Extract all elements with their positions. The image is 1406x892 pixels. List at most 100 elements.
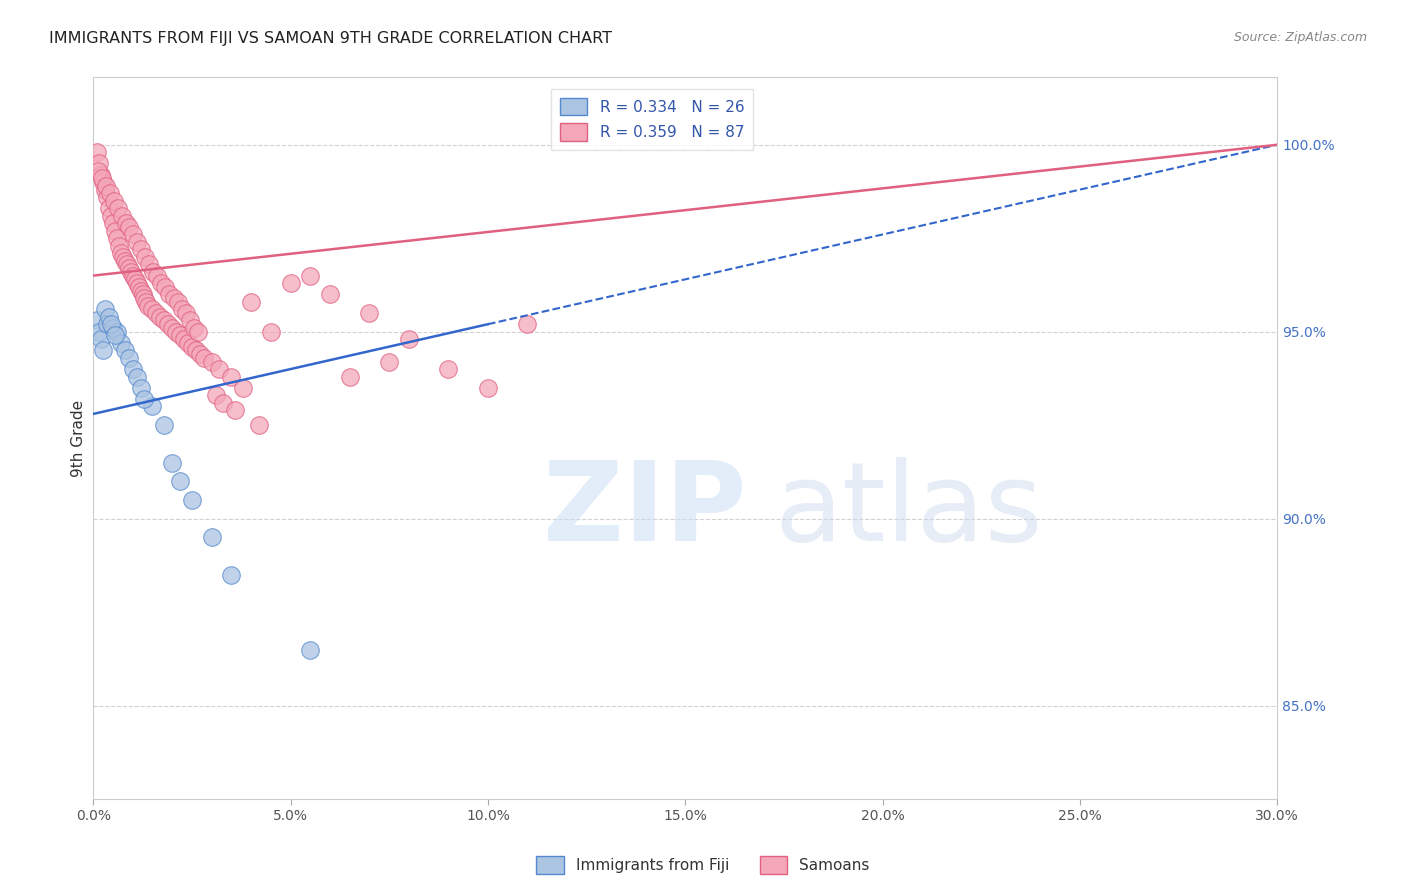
Point: [91, 343, 114, 358]
Point: [105, 231, 128, 245]
Point: [86, 145, 108, 160]
Point: [183, 321, 205, 335]
Text: atlas: atlas: [775, 457, 1042, 564]
Point: [110, 246, 132, 260]
Text: ZIP: ZIP: [543, 457, 747, 564]
Point: [134, 291, 156, 305]
Point: [165, 325, 187, 339]
Point: [103, 194, 125, 208]
Point: [153, 280, 176, 294]
Point: [141, 400, 163, 414]
Point: [90, 171, 112, 186]
Point: [129, 284, 152, 298]
Point: [120, 265, 142, 279]
Point: [247, 418, 270, 433]
Point: [169, 475, 191, 489]
Point: [174, 306, 197, 320]
Point: [110, 335, 132, 350]
Point: [104, 328, 127, 343]
Point: [100, 317, 122, 331]
Point: [98, 186, 121, 201]
Legend: R = 0.334   N = 26, R = 0.359   N = 87: R = 0.334 N = 26, R = 0.359 N = 87: [551, 88, 754, 150]
Point: [359, 306, 381, 320]
Point: [180, 340, 202, 354]
Point: [118, 219, 141, 234]
Point: [224, 403, 246, 417]
Point: [163, 291, 186, 305]
Point: [121, 362, 143, 376]
Point: [87, 156, 110, 170]
Point: [153, 418, 176, 433]
Point: [138, 299, 160, 313]
Point: [177, 335, 200, 350]
Point: [96, 190, 118, 204]
Point: [146, 268, 169, 283]
Point: [204, 388, 226, 402]
Point: [169, 328, 191, 343]
Point: [149, 310, 172, 324]
Point: [131, 243, 153, 257]
Point: [299, 642, 322, 657]
Point: [111, 250, 134, 264]
Point: [477, 381, 499, 395]
Point: [398, 332, 420, 346]
Point: [90, 168, 112, 182]
Point: [188, 347, 211, 361]
Point: [90, 332, 112, 346]
Point: [170, 302, 193, 317]
Point: [131, 287, 153, 301]
Point: [121, 268, 143, 283]
Point: [179, 313, 201, 327]
Point: [114, 343, 136, 358]
Point: [142, 265, 165, 279]
Point: [138, 257, 160, 271]
Point: [153, 313, 176, 327]
Point: [128, 280, 150, 294]
Point: [221, 369, 243, 384]
Point: [260, 325, 283, 339]
Point: [105, 325, 128, 339]
Point: [437, 362, 460, 376]
Point: [157, 317, 180, 331]
Point: [208, 362, 231, 376]
Text: IMMIGRANTS FROM FIJI VS SAMOAN 9TH GRADE CORRELATION CHART: IMMIGRANTS FROM FIJI VS SAMOAN 9TH GRADE…: [49, 31, 612, 46]
Point: [125, 276, 148, 290]
Point: [100, 209, 122, 223]
Point: [193, 351, 215, 365]
Point: [101, 216, 124, 230]
Point: [98, 202, 121, 216]
Point: [127, 235, 149, 249]
Point: [173, 332, 195, 346]
Point: [145, 306, 167, 320]
Point: [115, 257, 138, 271]
Point: [160, 321, 183, 335]
Point: [114, 253, 136, 268]
Point: [167, 294, 190, 309]
Point: [98, 310, 121, 324]
Point: [299, 268, 322, 283]
Point: [240, 294, 263, 309]
Point: [187, 325, 209, 339]
Point: [114, 216, 136, 230]
Point: [339, 369, 361, 384]
Point: [319, 287, 342, 301]
Point: [94, 302, 117, 317]
Point: [200, 354, 222, 368]
Y-axis label: 9th Grade: 9th Grade: [72, 400, 86, 477]
Point: [516, 317, 538, 331]
Point: [110, 209, 132, 223]
Point: [125, 369, 148, 384]
Point: [200, 530, 222, 544]
Point: [101, 321, 124, 335]
Point: [221, 567, 243, 582]
Text: Source: ZipAtlas.com: Source: ZipAtlas.com: [1233, 31, 1367, 45]
Point: [104, 224, 127, 238]
Point: [180, 492, 202, 507]
Point: [118, 261, 141, 276]
Point: [135, 294, 157, 309]
Point: [108, 238, 131, 252]
Point: [212, 395, 235, 409]
Point: [150, 276, 173, 290]
Point: [141, 302, 163, 317]
Point: [96, 317, 118, 331]
